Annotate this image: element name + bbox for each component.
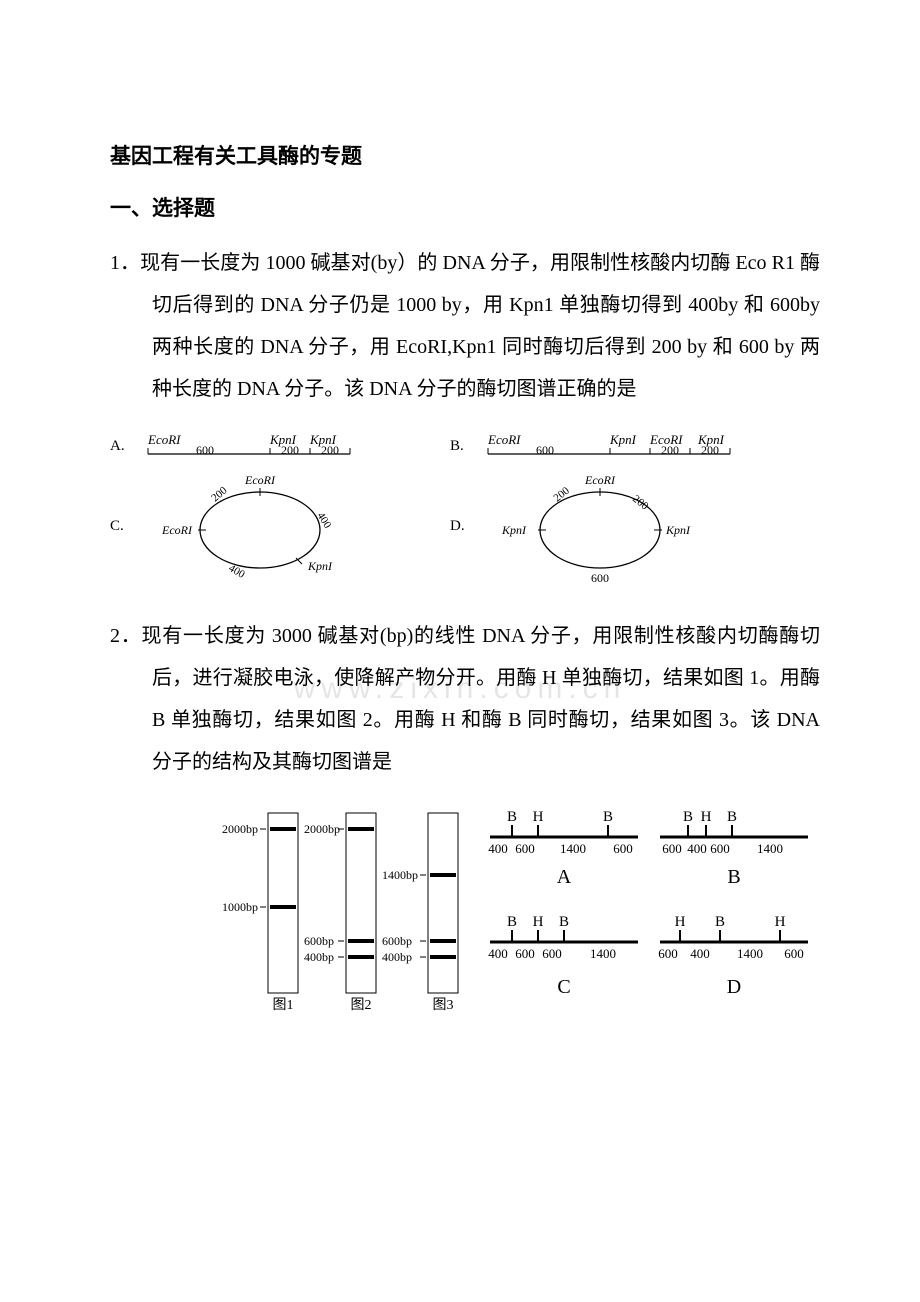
gel-lane-3-label: 图3 [433,998,454,1013]
map-a-seg-4: 600 [613,841,633,856]
gel-bp-l2-400: 400bp [304,950,334,964]
map-c-seg-2: 600 [515,946,535,961]
q2-map-a: B H B 400 600 1400 600 A [488,809,638,888]
map-d-seg-2: 1400 [737,946,763,961]
map-b-seg-2: 400 [687,841,707,856]
q2-map-c: B H B 400 600 600 1400 C [488,914,638,998]
section-heading: 一、选择题 [110,192,820,222]
map-c-seg-1: 400 [488,946,508,961]
map-c-site-2: H [533,914,544,930]
map-c-site-1: B [507,914,517,930]
question-1: 1．现有一长度为 1000 碱基对(by）的 DNA 分子，用限制性核酸内切酶 … [110,242,820,595]
map-b-seg-4: 1400 [757,841,783,856]
q1-d-arc-3: 600 [591,571,609,585]
q1-b-seg-3: 200 [701,443,719,457]
q1-c-enz-top: EcoRI [244,473,276,487]
gel-lane-1-label: 图1 [273,998,294,1013]
q1-opt-d-label: D. [450,518,465,534]
q1-c-arc-1: 200 [209,484,230,504]
question-2-figure: 2000bp 1000bp 图1 2000bp 600bp 400bp [110,803,820,1038]
gel-band [270,827,296,831]
map-b-letter: B [727,866,740,888]
q1-a-seg-3: 200 [321,443,339,457]
q1-c-enz-br: KpnI [307,559,333,573]
map-d-seg-4: 400 [690,946,710,961]
gel-lane-3 [428,813,458,993]
gel-lane-2-label: 图2 [351,998,372,1013]
question-1-figure: A. EcoRI KpnI KpnI 600 200 200 B. EcoRI … [110,430,820,595]
map-c-letter: C [557,976,570,998]
q1-opt-b-label: B. [450,438,464,454]
gel-bp-1000: 1000bp [222,900,258,914]
q1-b-seg-1: 600 [536,443,554,457]
q1-c-arc-2: 400 [314,510,333,531]
map-b-seg-3: 600 [710,841,730,856]
q2-map-d: H B H 600 1400 600 400 D [658,914,808,998]
q1-d-arc-1: 200 [551,484,572,504]
gel-bp-l3-1400: 1400bp [382,868,418,882]
map-a-site-1: B [507,809,517,825]
q1-d-arc-2: 200 [630,493,651,513]
gel-band [430,939,456,943]
map-b-site-2: H [701,809,712,825]
q1-a-seg-2: 200 [281,443,299,457]
map-b-site-3: B [727,809,737,825]
question-2: 2．现有一长度为 3000 碱基对(bp)的线性 DNA 分子，用限制性核酸内切… [110,615,820,1038]
map-c-site-3: B [559,914,569,930]
gel-band [430,873,456,877]
gel-band [348,827,374,831]
map-a-seg-1: 400 [488,841,508,856]
gel-bp-2000: 2000bp [222,822,258,836]
gel-band [348,939,374,943]
map-b-site-1: B [683,809,693,825]
q1-c-ellipse [200,492,320,568]
document-page: 基因工程有关工具酶的专题 一、选择题 1．现有一长度为 1000 碱基对(by）… [0,0,920,1302]
map-a-seg-3: 1400 [560,841,586,856]
q1-c-arc-3: 400 [227,562,248,581]
q1-diagram-svg: A. EcoRI KpnI KpnI 600 200 200 B. EcoRI … [110,430,810,590]
q1-d-enz-top: EcoRI [584,473,616,487]
q1-d-enz-right: KpnI [665,523,691,537]
q1-b-seg-2: 200 [661,443,679,457]
map-c-seg-3: 600 [542,946,562,961]
map-a-site-3: B [603,809,613,825]
document-title: 基因工程有关工具酶的专题 [110,140,820,170]
gel-band [348,955,374,959]
map-d-site-1: H [675,914,686,930]
gel-bp-l2-600: 600bp [304,934,334,948]
q1-a-seg-1: 600 [196,443,214,457]
gel-bp-l3-400: 400bp [382,950,412,964]
q2-map-b: B H B 600 400 600 1400 B [660,809,808,888]
gel-bp-l3-600: 600bp [382,934,412,948]
q1-opt-a-label: A. [110,438,125,454]
q1-b-enzyme-2: KpnI [609,432,637,447]
map-d-seg-1: 600 [658,946,678,961]
gel-bp-l2-2000: 2000bp [304,822,340,836]
map-b-seg-1: 600 [662,841,682,856]
q1-c-enz-left: EcoRI [161,523,193,537]
q1-a-enzyme-1: EcoRI [147,432,181,447]
map-a-letter: A [557,866,572,888]
gel-lane-1 [268,813,298,993]
map-a-seg-2: 600 [515,841,535,856]
q1-opt-c-label: C. [110,518,124,534]
map-a-site-2: H [533,809,544,825]
map-d-site-2: B [715,914,725,930]
q1-b-enzyme-1: EcoRI [487,432,521,447]
q2-diagram-svg: 2000bp 1000bp 图1 2000bp 600bp 400bp [220,803,810,1033]
map-c-seg-4: 1400 [590,946,616,961]
gel-band [270,905,296,909]
question-2-text: 2．现有一长度为 3000 碱基对(bp)的线性 DNA 分子，用限制性核酸内切… [110,615,820,783]
question-1-text: 1．现有一长度为 1000 碱基对(by）的 DNA 分子，用限制性核酸内切酶 … [110,242,820,410]
map-d-site-3: H [775,914,786,930]
gel-lane-2 [346,813,376,993]
q1-d-enz-left: KpnI [501,523,527,537]
map-d-letter: D [727,976,741,998]
gel-lanes: 2000bp 1000bp 图1 2000bp 600bp 400bp [222,813,458,1013]
gel-band [430,955,456,959]
map-d-seg-3: 600 [784,946,804,961]
